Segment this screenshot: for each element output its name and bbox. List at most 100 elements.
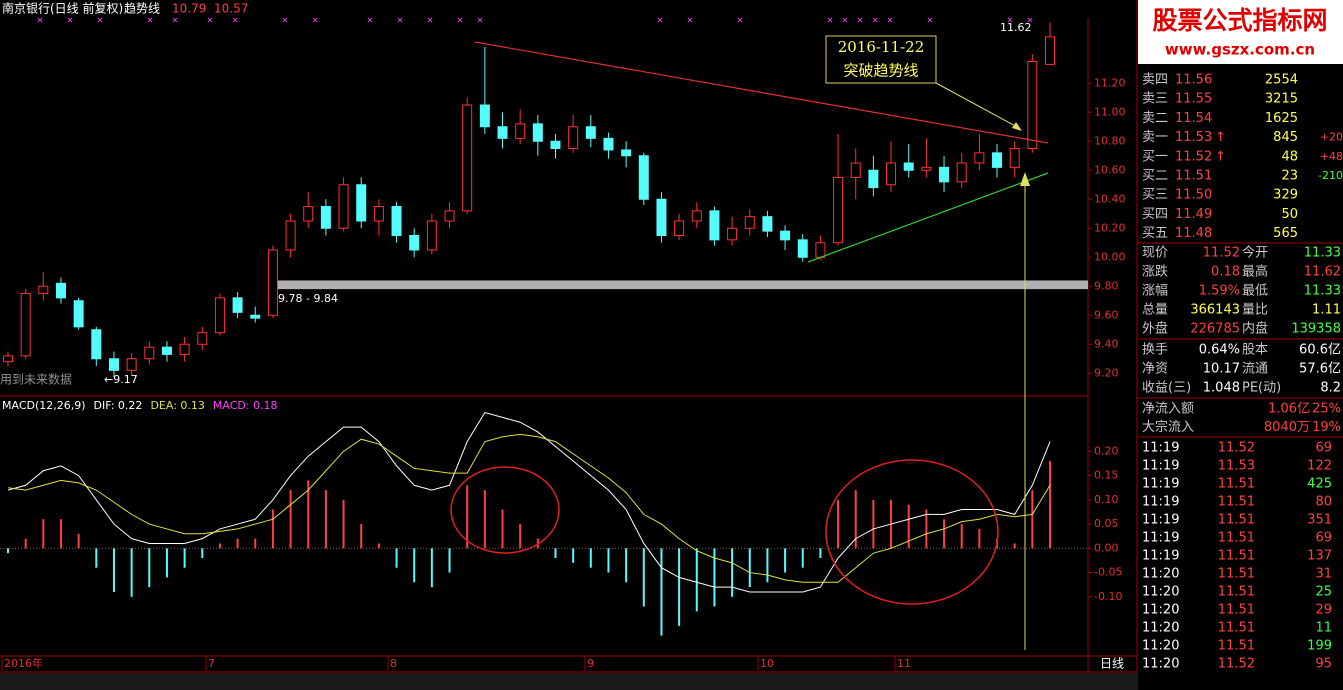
candle-body <box>797 239 808 258</box>
quote-value: 366143 <box>1190 303 1240 318</box>
candle-body <box>656 198 667 236</box>
candle-body <box>833 177 844 244</box>
ob-price: 11.49 <box>1175 207 1212 222</box>
trade-price: 11.51 <box>1218 495 1255 510</box>
candle-body <box>974 152 985 164</box>
candle-body <box>709 210 720 241</box>
y-tick-label: -0.10 <box>1094 590 1122 603</box>
candle-body <box>214 297 225 334</box>
signal-mark <box>367 17 373 23</box>
candle-body <box>391 206 402 236</box>
candle-body <box>3 355 13 363</box>
arrow-head <box>1012 122 1022 131</box>
y-tick-label: 9.20 <box>1094 366 1119 379</box>
quote-value: 11.52 <box>1203 246 1240 261</box>
callout: 2016-11-22 <box>838 38 924 56</box>
candle-body <box>1045 36 1055 65</box>
signal-mark <box>857 17 863 23</box>
ob-volume: 3215 <box>1265 92 1298 107</box>
candle-body <box>144 346 155 360</box>
y-tick-label: 9.80 <box>1094 279 1119 292</box>
trade-volume: 351 <box>1307 513 1332 528</box>
quote-label: 今开 <box>1242 245 1268 261</box>
y-tick-label: 10.00 <box>1094 250 1126 263</box>
ob-volume: 565 <box>1273 226 1298 241</box>
trade-volume: 425 <box>1307 477 1332 492</box>
y-tick-label: 11.20 <box>1094 76 1126 89</box>
signal-mark <box>232 17 238 23</box>
trade-time: 11:20 <box>1142 585 1179 600</box>
trade-volume: 122 <box>1307 459 1332 474</box>
signal-mark <box>282 17 288 23</box>
candle-body <box>479 104 490 128</box>
candle-body <box>338 184 349 229</box>
candle-body <box>762 216 773 232</box>
y-tick-label: 9.60 <box>1094 308 1119 321</box>
trade-time: 11:20 <box>1142 621 1179 636</box>
candle-body <box>603 137 614 151</box>
macd-legend: MACD: 0.18 <box>213 399 278 412</box>
ob-label: 买一 <box>1142 149 1168 164</box>
ob-price: 11.52 <box>1175 149 1212 164</box>
resistance-line <box>474 41 1049 144</box>
ob-change: -210 <box>1318 169 1343 182</box>
period: 日线 <box>1100 657 1124 671</box>
quote-label: 总量 <box>1142 303 1168 318</box>
ob-label: 买五 <box>1142 226 1168 241</box>
y-tick-label: -0.05 <box>1094 566 1122 579</box>
ob-price: 11.55 <box>1175 92 1212 107</box>
signal-mark <box>827 17 833 23</box>
logo-url: www.gszx.com.cn <box>1165 41 1315 59</box>
tab-bar <box>0 673 1137 690</box>
candle-body <box>1027 61 1038 149</box>
ob-price: 11.56 <box>1175 73 1212 88</box>
trade-time: 11:19 <box>1142 441 1179 456</box>
macd-legend: DIF: 0.22 <box>94 399 143 412</box>
callout: 突破趋势线 <box>843 62 918 80</box>
candle-body <box>886 162 897 186</box>
ob-label: 卖一 <box>1142 130 1168 145</box>
signal-mark <box>842 17 848 23</box>
candle-body <box>73 300 84 328</box>
trade-volume: 31 <box>1315 567 1332 582</box>
trade-price: 11.51 <box>1218 603 1255 618</box>
signal-mark <box>477 17 483 23</box>
macd-legend: DEA: 0.13 <box>150 399 204 412</box>
quote-label: 涨跌 <box>1142 264 1168 280</box>
trade-time: 11:19 <box>1142 477 1179 492</box>
trade-time: 11:20 <box>1142 567 1179 582</box>
candle-body <box>444 210 455 222</box>
candle-body <box>515 123 526 139</box>
macd-legend: MACD(12,26,9) <box>2 399 86 412</box>
candle-body <box>55 282 66 299</box>
quote-value: 226785 <box>1190 322 1240 337</box>
trade-volume: 80 <box>1315 495 1332 510</box>
quote-label: 最低 <box>1242 284 1268 299</box>
candle-body <box>992 152 1003 168</box>
candle-body <box>320 206 331 229</box>
time-label: 2016年 <box>4 656 43 670</box>
candle-body <box>409 235 420 251</box>
flow-value: 8040万 <box>1264 420 1310 435</box>
ob-label: 买二 <box>1142 169 1168 184</box>
fund-value: 1.048 <box>1203 381 1240 396</box>
candle-body <box>356 184 367 222</box>
candle-body <box>38 285 49 294</box>
trade-volume: 11 <box>1315 621 1332 636</box>
fund-value: 60.6亿 <box>1299 343 1341 358</box>
candle-body <box>91 329 102 360</box>
trade-volume: 69 <box>1315 531 1332 546</box>
candle-body <box>497 126 508 139</box>
signal-mark <box>872 17 878 23</box>
ob-arrow: ↑ <box>1215 130 1226 145</box>
trade-price: 11.51 <box>1218 639 1255 654</box>
ob-volume: 48 <box>1281 149 1298 164</box>
callout-box <box>825 35 937 84</box>
ob-label: 卖二 <box>1142 111 1168 126</box>
signal-mark <box>457 17 463 23</box>
candle-body <box>303 206 314 222</box>
trade-price: 11.52 <box>1218 657 1255 672</box>
